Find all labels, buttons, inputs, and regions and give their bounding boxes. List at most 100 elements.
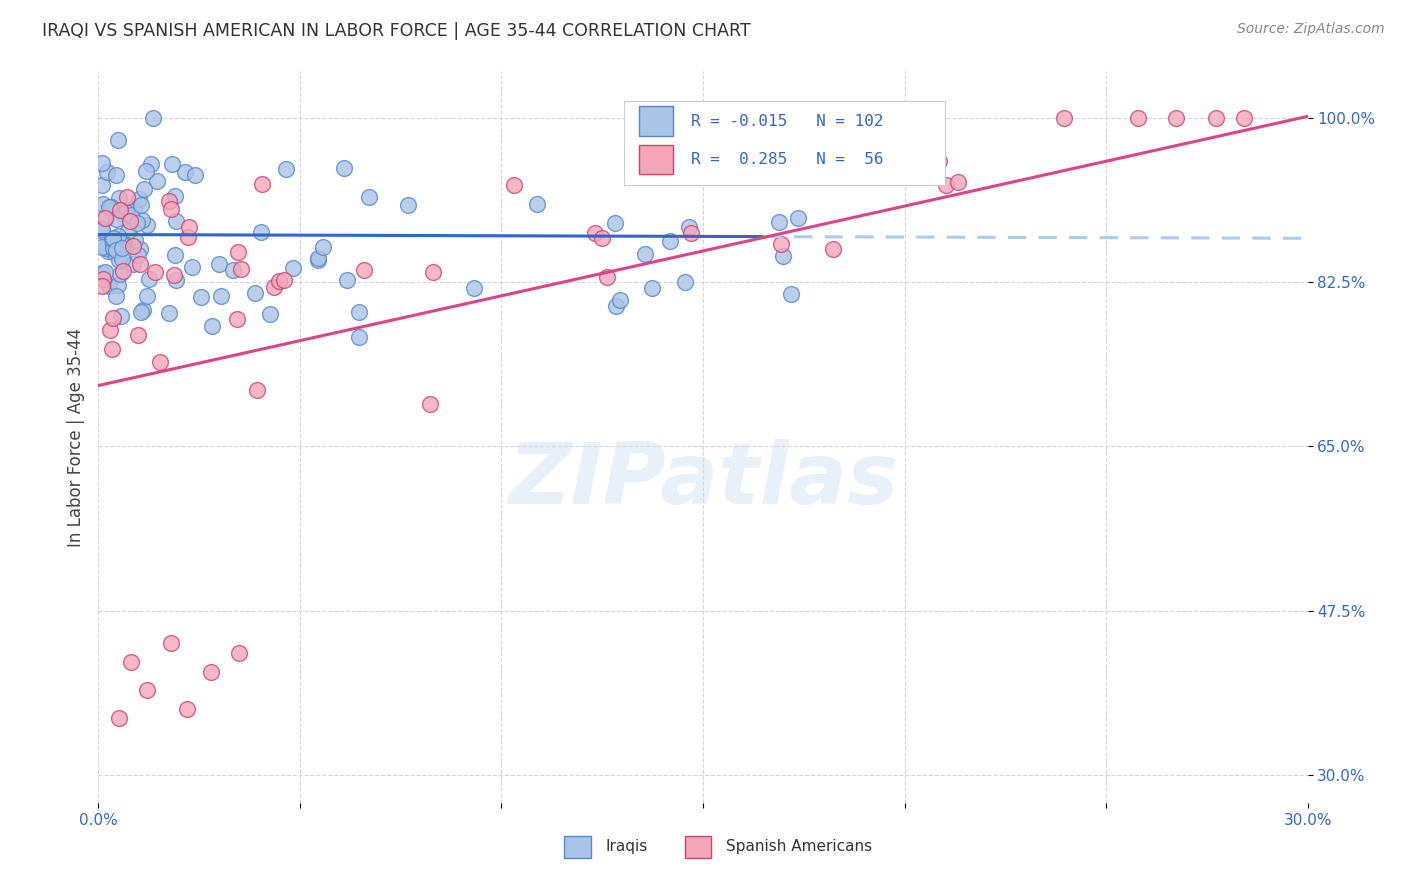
Point xyxy=(94,265,117,279)
Point xyxy=(101,241,124,255)
Point xyxy=(173,165,195,179)
Point xyxy=(1166,112,1188,126)
Point xyxy=(201,318,224,333)
FancyBboxPatch shape xyxy=(564,836,591,858)
Point xyxy=(208,257,231,271)
FancyBboxPatch shape xyxy=(685,836,711,858)
Point xyxy=(91,156,114,170)
Point xyxy=(605,299,627,313)
Point xyxy=(347,304,370,318)
Point xyxy=(97,244,120,258)
Point xyxy=(117,224,139,238)
Point xyxy=(110,232,132,246)
Point xyxy=(103,236,125,251)
Point xyxy=(163,268,186,282)
Point xyxy=(128,192,150,206)
Point xyxy=(118,214,141,228)
Point xyxy=(353,262,375,277)
Point xyxy=(211,289,233,303)
Point xyxy=(226,244,249,259)
Point xyxy=(100,323,122,337)
Text: Iraqis: Iraqis xyxy=(605,839,647,855)
Point xyxy=(138,272,160,286)
Point xyxy=(263,279,285,293)
Point xyxy=(269,274,291,288)
Point xyxy=(129,198,152,212)
Point xyxy=(503,178,526,192)
Point xyxy=(127,328,149,343)
Point xyxy=(160,636,183,650)
Point xyxy=(675,275,697,289)
Point xyxy=(591,231,613,245)
Point xyxy=(107,133,129,147)
Point xyxy=(103,231,125,245)
Point xyxy=(91,279,114,293)
Point xyxy=(127,248,149,262)
Point xyxy=(225,311,247,326)
Point xyxy=(96,241,118,255)
Point xyxy=(312,240,335,254)
Point xyxy=(143,265,166,279)
Point xyxy=(100,200,122,214)
Point xyxy=(135,164,157,178)
Point xyxy=(463,280,485,294)
Point xyxy=(596,270,619,285)
Point xyxy=(583,227,606,241)
Point xyxy=(772,249,794,263)
Point xyxy=(94,211,117,226)
Point xyxy=(177,230,200,244)
Point xyxy=(91,224,114,238)
Point xyxy=(91,222,114,236)
Point xyxy=(1205,112,1227,126)
Point xyxy=(165,189,187,203)
Point xyxy=(184,168,207,182)
Point xyxy=(94,211,117,225)
Point xyxy=(768,215,790,229)
Point xyxy=(928,153,950,168)
Point xyxy=(129,257,152,271)
Point xyxy=(111,236,134,251)
Text: R =  0.285   N =  56: R = 0.285 N = 56 xyxy=(690,152,883,167)
Text: ZIPatlas: ZIPatlas xyxy=(508,440,898,523)
Point xyxy=(107,229,129,244)
Point xyxy=(104,168,127,182)
Point xyxy=(132,182,155,196)
Point xyxy=(122,239,145,253)
Point xyxy=(243,285,266,300)
Point xyxy=(259,308,281,322)
Point xyxy=(108,268,131,282)
Point xyxy=(633,247,655,261)
Text: Spanish Americans: Spanish Americans xyxy=(725,839,872,855)
Point xyxy=(157,194,180,209)
Point xyxy=(681,227,703,241)
Point xyxy=(160,156,183,170)
Point xyxy=(396,198,419,212)
Point xyxy=(176,702,198,716)
Point xyxy=(103,244,125,259)
Point xyxy=(948,175,970,189)
Point xyxy=(333,161,356,175)
Point xyxy=(91,240,114,254)
Point xyxy=(91,197,114,211)
Point xyxy=(112,264,135,278)
FancyBboxPatch shape xyxy=(638,106,673,136)
Point xyxy=(347,329,370,343)
Point xyxy=(222,263,245,277)
Point xyxy=(229,262,252,277)
Point xyxy=(165,273,187,287)
Point xyxy=(112,207,135,221)
Point xyxy=(114,205,136,219)
Point xyxy=(131,212,153,227)
Point xyxy=(111,241,134,255)
Point xyxy=(249,225,271,239)
Point xyxy=(103,311,125,326)
Point xyxy=(935,178,957,193)
Point xyxy=(1233,112,1256,126)
Point xyxy=(526,197,548,211)
Point xyxy=(101,232,124,246)
Point xyxy=(273,273,295,287)
Point xyxy=(132,303,155,318)
Point xyxy=(110,202,132,217)
Point xyxy=(419,397,441,411)
Point xyxy=(741,112,763,126)
